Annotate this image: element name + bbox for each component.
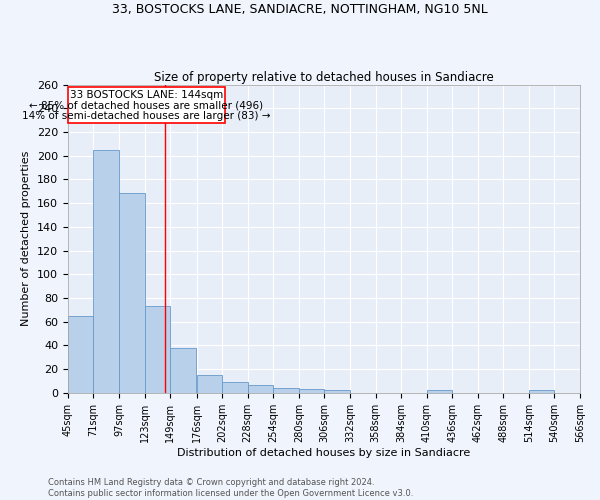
Text: 14% of semi-detached houses are larger (83) →: 14% of semi-detached houses are larger (… bbox=[22, 111, 271, 121]
Bar bbox=[529, 390, 554, 393]
Bar bbox=[299, 390, 325, 393]
Bar bbox=[197, 375, 222, 393]
Bar bbox=[145, 306, 170, 393]
Bar bbox=[248, 384, 273, 393]
Text: ← 85% of detached houses are smaller (496): ← 85% of detached houses are smaller (49… bbox=[29, 100, 263, 110]
Bar bbox=[222, 382, 248, 393]
Bar bbox=[427, 390, 452, 393]
Bar bbox=[68, 316, 94, 393]
Title: Size of property relative to detached houses in Sandiacre: Size of property relative to detached ho… bbox=[154, 70, 494, 84]
X-axis label: Distribution of detached houses by size in Sandiacre: Distribution of detached houses by size … bbox=[177, 448, 470, 458]
Text: 33 BOSTOCKS LANE: 144sqm: 33 BOSTOCKS LANE: 144sqm bbox=[70, 90, 223, 100]
Bar bbox=[325, 390, 350, 393]
Bar bbox=[119, 192, 145, 393]
Text: 33, BOSTOCKS LANE, SANDIACRE, NOTTINGHAM, NG10 5NL: 33, BOSTOCKS LANE, SANDIACRE, NOTTINGHAM… bbox=[112, 2, 488, 16]
Bar bbox=[94, 150, 119, 393]
Bar bbox=[273, 388, 299, 393]
Bar bbox=[170, 348, 196, 393]
Text: Contains HM Land Registry data © Crown copyright and database right 2024.
Contai: Contains HM Land Registry data © Crown c… bbox=[48, 478, 413, 498]
Bar bbox=[68, 87, 225, 122]
Y-axis label: Number of detached properties: Number of detached properties bbox=[22, 151, 31, 326]
